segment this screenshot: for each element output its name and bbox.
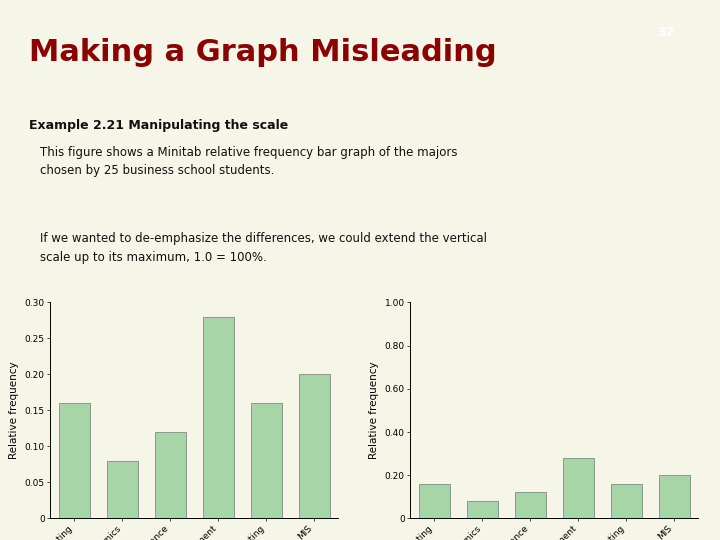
Bar — [659, 475, 690, 518]
Bar — [611, 484, 642, 518]
Bar — [203, 317, 234, 518]
Bar — [251, 403, 282, 518]
Text: Example 2.21 Manipulating the scale: Example 2.21 Manipulating the scale — [29, 119, 288, 132]
Bar — [467, 501, 498, 518]
Bar — [59, 403, 90, 518]
Bar — [155, 432, 186, 518]
Bar — [107, 461, 138, 518]
Bar — [419, 484, 450, 518]
Text: 32: 32 — [657, 26, 675, 39]
Y-axis label: Relative frequency: Relative frequency — [9, 362, 19, 459]
Y-axis label: Relative frequency: Relative frequency — [369, 362, 379, 459]
Text: This figure shows a Minitab relative frequency bar graph of the majors
chosen by: This figure shows a Minitab relative fre… — [40, 146, 457, 177]
Bar — [515, 492, 546, 518]
Bar — [299, 374, 330, 518]
Bar — [563, 458, 594, 518]
Text: Making a Graph Misleading: Making a Graph Misleading — [29, 38, 496, 67]
Text: If we wanted to de-emphasize the differences, we could extend the vertical
scale: If we wanted to de-emphasize the differe… — [40, 232, 487, 264]
